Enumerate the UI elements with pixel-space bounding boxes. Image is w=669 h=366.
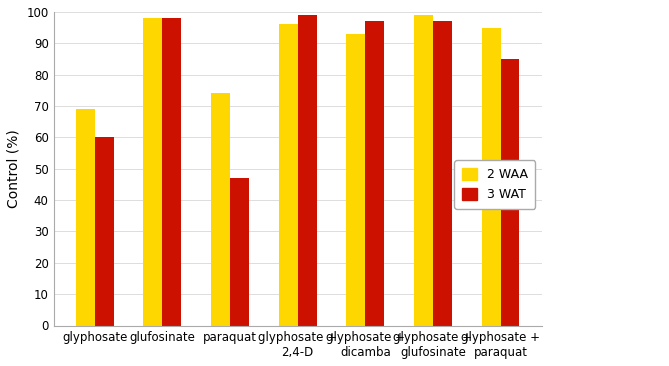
Bar [414,15,433,325]
Bar [143,18,163,325]
Bar [500,59,519,325]
Bar [298,15,316,325]
Bar [433,21,452,325]
Bar [482,27,500,325]
Bar [365,21,384,325]
Bar [347,34,365,325]
Bar [163,18,181,325]
Bar [230,178,249,325]
Bar [211,93,230,325]
Legend: 2 WAA, 3 WAT: 2 WAA, 3 WAT [454,160,535,209]
Bar [76,109,95,325]
Y-axis label: Control (%): Control (%) [7,129,21,208]
Bar [279,25,298,325]
Bar [95,137,114,325]
